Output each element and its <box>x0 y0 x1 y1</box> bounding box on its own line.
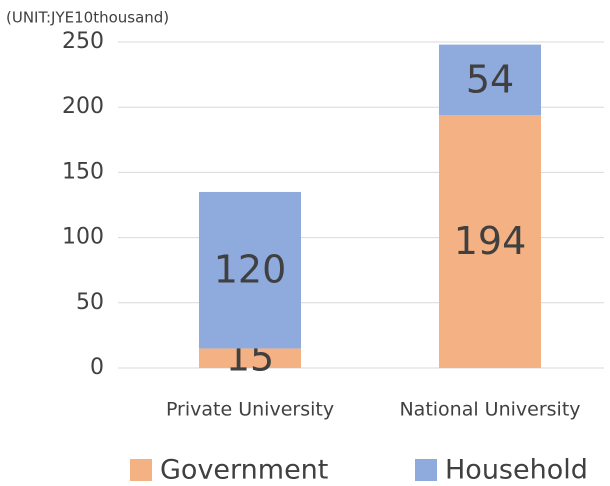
y-tick-label: 250 <box>62 29 104 54</box>
bar-segment <box>439 115 541 368</box>
legend-label: Household <box>445 455 588 486</box>
y-tick-label: 150 <box>62 159 104 184</box>
legend-swatch <box>130 459 152 481</box>
x-tick-label: Private University <box>166 399 334 421</box>
y-tick-label: 50 <box>76 290 104 315</box>
x-tick-label: National University <box>399 399 580 421</box>
y-tick-label: 100 <box>62 225 104 250</box>
y-tick-label: 200 <box>62 94 104 119</box>
unit-label: (UNIT:JYE10thousand) <box>6 9 169 27</box>
bar-segment <box>199 348 301 368</box>
data-label: 194 <box>454 219 527 263</box>
data-label: 120 <box>214 248 287 292</box>
bar-segment <box>439 44 541 116</box>
legend-label: Government <box>160 455 328 486</box>
bar-segment <box>199 191 301 349</box>
data-label: 54 <box>466 57 514 101</box>
legend-swatch <box>415 459 437 481</box>
y-tick-label: 0 <box>90 355 104 380</box>
